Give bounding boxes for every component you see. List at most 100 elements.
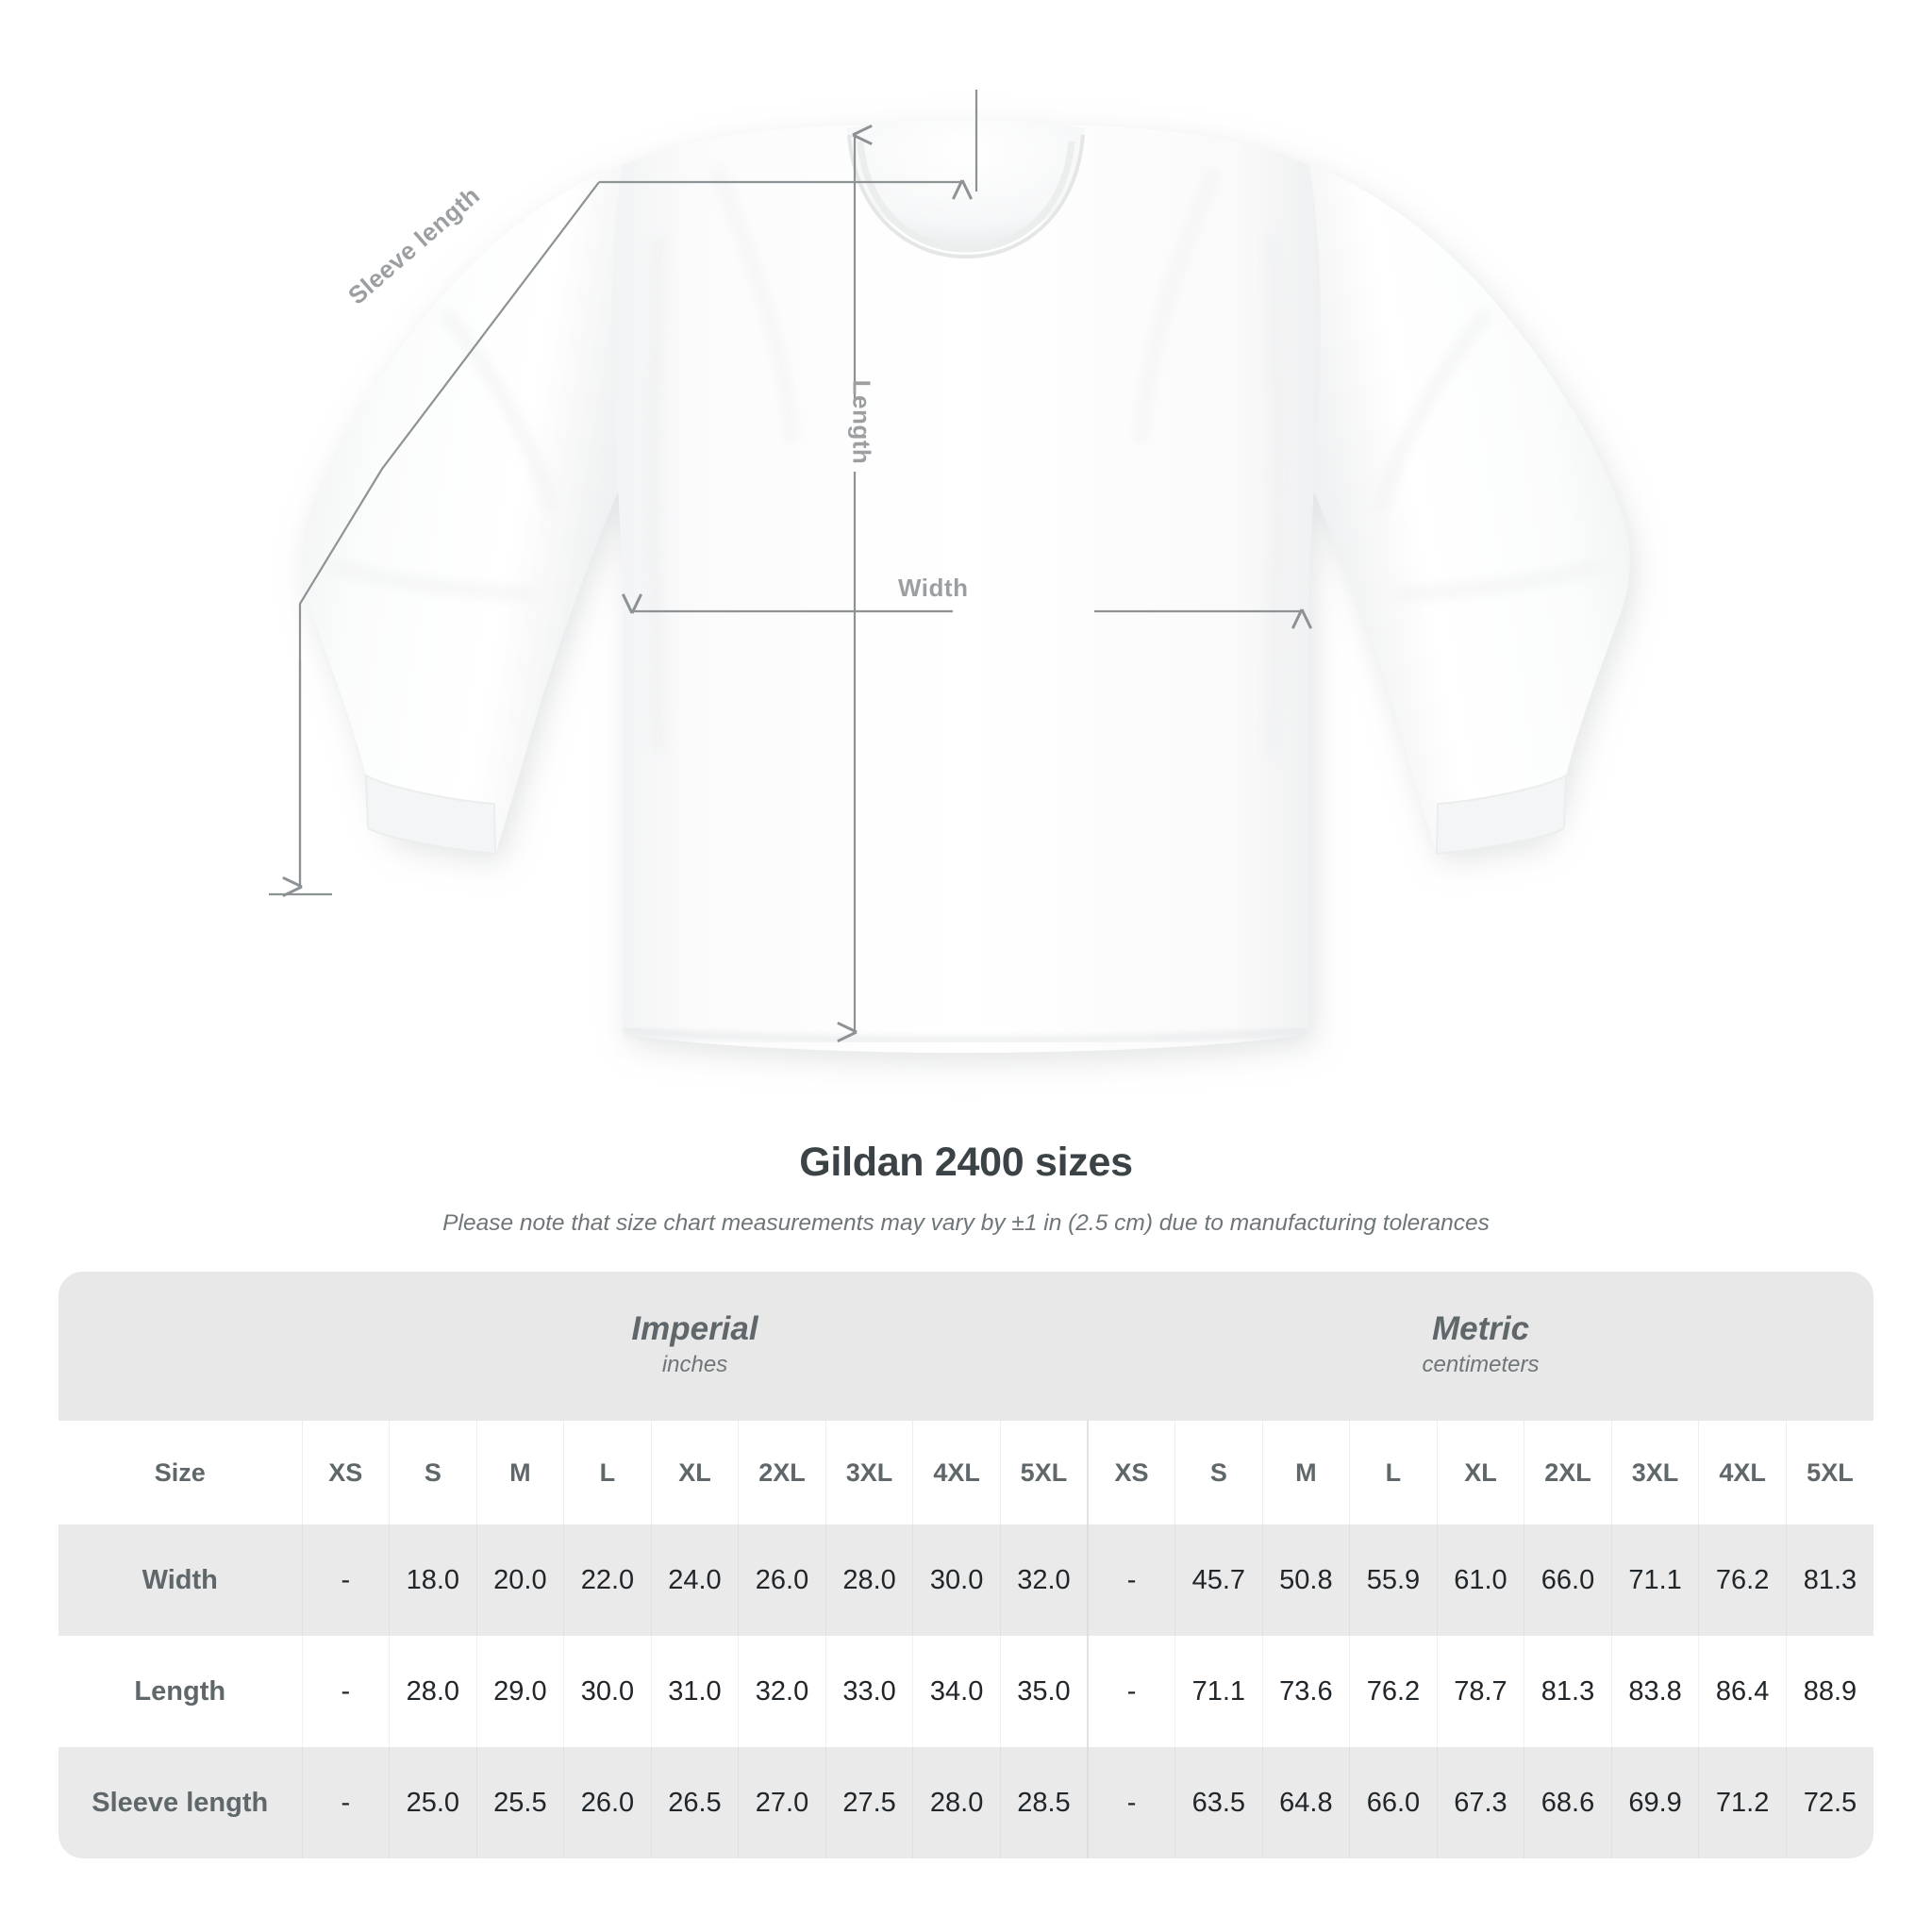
table-cell: 27.0 (738, 1747, 826, 1858)
table-cell: 28.0 (389, 1636, 477, 1747)
hem-shadow (624, 1025, 1308, 1044)
table-cell: 61.0 (1436, 1524, 1524, 1636)
garment-illustration: Sleeve length Length Width (269, 90, 1630, 1053)
measurement-label-sleeve-length: Sleeve length (58, 1747, 302, 1858)
sleeve-length-guide (269, 90, 978, 898)
size-chart-container: Imperial inches Metric centimeters Size XS S M L… (58, 1272, 1874, 1858)
table-cell: 64.8 (1261, 1747, 1350, 1858)
table-cell: 55.9 (1349, 1524, 1438, 1636)
table-cell: 26.0 (563, 1747, 652, 1858)
size-header-cell-metric-xl: XL (1436, 1421, 1524, 1524)
measurement-label-length: Length (58, 1636, 302, 1747)
table-cell: - (301, 1636, 390, 1747)
table-cell: 66.0 (1349, 1747, 1438, 1858)
table-cell: - (1087, 1524, 1175, 1636)
size-header-cell-imperial-m: M (475, 1421, 564, 1524)
size-header-cell-metric-m: M (1261, 1421, 1350, 1524)
table-cell: 69.9 (1610, 1747, 1699, 1858)
fabric-folds (330, 168, 1602, 756)
table-cell: 66.0 (1524, 1524, 1612, 1636)
table-cell: 30.0 (912, 1524, 1001, 1636)
unit-system-header-imperial: Imperial inches (302, 1272, 1088, 1421)
table-cell: 25.0 (389, 1747, 477, 1858)
page-subtitle: Please note that size chart measurements… (442, 1210, 1490, 1236)
size-header-label: Size (58, 1421, 302, 1524)
size-header-cell-imperial-4xl: 4XL (912, 1421, 1001, 1524)
table-cell: 26.0 (738, 1524, 826, 1636)
shirt-torso (611, 125, 1321, 1053)
table-cell: 71.2 (1698, 1747, 1787, 1858)
unit-system-header-metric: Metric centimeters (1088, 1272, 1874, 1421)
size-header-cell-imperial-3xl: 3XL (824, 1421, 913, 1524)
table-cell: 20.0 (475, 1524, 564, 1636)
table-cell: - (1087, 1636, 1175, 1747)
sleeve-cuffs (364, 774, 1568, 856)
table-cell: 76.2 (1349, 1636, 1438, 1747)
table-cell: 83.8 (1610, 1636, 1699, 1747)
table-cell: 72.5 (1785, 1747, 1874, 1858)
table-cell: 50.8 (1261, 1524, 1350, 1636)
table-cell: 28.0 (824, 1524, 913, 1636)
size-header-cell-imperial-5xl: 5XL (999, 1421, 1088, 1524)
unit-row-spacer (58, 1272, 302, 1421)
unit-system-name: Imperial (631, 1309, 758, 1347)
size-chart-table: Imperial inches Metric centimeters Size XS S M L… (58, 1272, 1874, 1858)
collar-rib-inner (857, 141, 1075, 253)
table-cell: 28.5 (999, 1747, 1088, 1858)
table-row: Length -28.0 29.0 30.0 31.0 32.0 33.0 34.0 35.0-… (58, 1636, 1874, 1747)
unit-system-unit: centimeters (1422, 1352, 1540, 1378)
table-cell: 88.9 (1785, 1636, 1874, 1747)
table-cell: 68.6 (1524, 1747, 1612, 1858)
table-cell: 45.7 (1174, 1524, 1263, 1636)
table-cell: - (301, 1747, 390, 1858)
table-cell: 22.0 (563, 1524, 652, 1636)
table-cell: 26.5 (650, 1747, 739, 1858)
table-cell: 32.0 (999, 1524, 1088, 1636)
right-cuff (1435, 774, 1568, 856)
table-cell: 29.0 (475, 1636, 564, 1747)
right-sleeve (1309, 165, 1630, 854)
unit-system-unit: inches (661, 1352, 728, 1378)
table-cell: 81.3 (1524, 1636, 1612, 1747)
table-cell: 27.5 (824, 1747, 913, 1858)
length-dimension-label: Length (847, 379, 876, 465)
size-header-cell-metric-xs: XS (1087, 1421, 1175, 1524)
table-cell: 35.0 (999, 1636, 1088, 1747)
table-cell: 18.0 (389, 1524, 477, 1636)
size-header-cell-metric-5xl: 5XL (1785, 1421, 1874, 1524)
unit-system-name: Metric (1431, 1309, 1530, 1347)
collar-rib-outer (847, 134, 1085, 259)
left-sleeve (302, 165, 623, 854)
shirt-diagram-svg (269, 90, 1630, 1053)
size-header-cell-metric-2xl: 2XL (1524, 1421, 1612, 1524)
table-cell: 73.6 (1261, 1636, 1350, 1747)
table-cell: - (1087, 1747, 1175, 1858)
table-cell: 28.0 (912, 1747, 1001, 1858)
size-header-cell-imperial-l: L (563, 1421, 652, 1524)
table-cell: - (301, 1524, 390, 1636)
table-cell: 67.3 (1436, 1747, 1524, 1858)
table-cell: 71.1 (1174, 1636, 1263, 1747)
table-cell: 30.0 (563, 1636, 652, 1747)
size-header-cell-imperial-xl: XL (650, 1421, 739, 1524)
left-cuff (364, 774, 497, 856)
size-header-cell-metric-s: S (1174, 1421, 1263, 1524)
unit-system-header-row: Imperial inches Metric centimeters (58, 1272, 1874, 1421)
table-cell: 25.5 (475, 1747, 564, 1858)
size-header-row: Size XS S M L XL 2XL 3XL 4XL 5XL XS S M L XL 2XL 3XL 4XL 5… (58, 1421, 1874, 1524)
table-cell: 86.4 (1698, 1636, 1787, 1747)
table-cell: 81.3 (1785, 1524, 1874, 1636)
width-dimension-label: Width (898, 574, 969, 602)
size-header-cell-imperial-s: S (389, 1421, 477, 1524)
table-cell: 24.0 (650, 1524, 739, 1636)
page-title: Gildan 2400 sizes (799, 1140, 1133, 1185)
size-header-cell-imperial-2xl: 2XL (738, 1421, 826, 1524)
table-cell: 32.0 (738, 1636, 826, 1747)
table-row: Width -18.0 20.0 22.0 24.0 26.0 28.0 30.0 32.0-4… (58, 1524, 1874, 1636)
size-header-cell-metric-3xl: 3XL (1610, 1421, 1699, 1524)
table-cell: 63.5 (1174, 1747, 1263, 1858)
table-cell: 33.0 (824, 1636, 913, 1747)
table-cell: 71.1 (1610, 1524, 1699, 1636)
size-header-cell-imperial-xs: XS (301, 1421, 390, 1524)
size-header-cell-metric-l: L (1349, 1421, 1438, 1524)
